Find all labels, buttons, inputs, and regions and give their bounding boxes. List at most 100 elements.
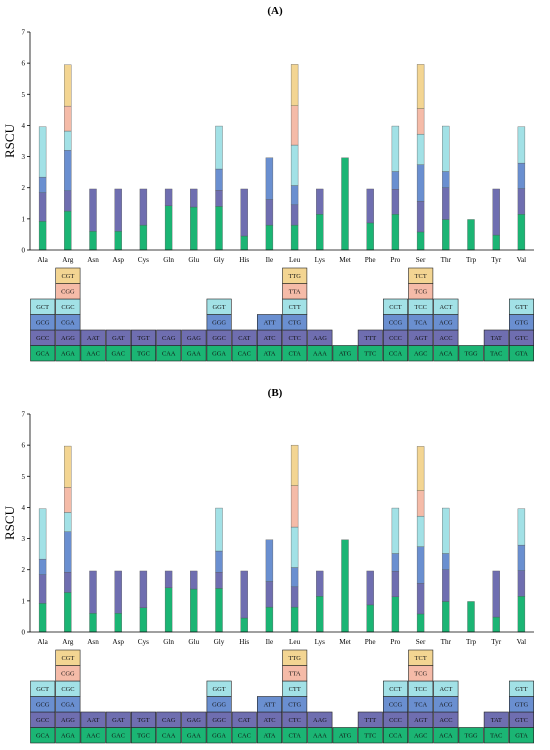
category-label-asp: Asp — [112, 256, 124, 264]
codon-label-caa: CAA — [162, 351, 176, 358]
bar-segment-leu-3 — [290, 567, 299, 588]
codon-label-tca: TCA — [414, 702, 427, 709]
codon-label-gac: GAC — [112, 733, 126, 740]
codon-label-cct: CCT — [389, 686, 402, 693]
bar-segment-thr-4 — [442, 507, 450, 554]
codon-cell — [433, 298, 459, 315]
codon-label-gtc: GTC — [515, 717, 528, 724]
bar-segment-phe-2 — [366, 570, 374, 606]
codon-label-gtt: GTT — [515, 686, 528, 693]
bar-segment-asn-2 — [89, 188, 97, 232]
bar-segment-thr-3 — [442, 171, 450, 188]
bar-segment-ile-3 — [265, 539, 274, 582]
codon-cell — [282, 267, 308, 284]
codon-label-gcc: GCC — [36, 335, 49, 342]
bar-segment-thr-1 — [442, 219, 450, 251]
codon-label-gaa: GAA — [187, 733, 201, 740]
codon-label-aca: ACA — [439, 733, 453, 740]
codon-label-tta: TTA — [289, 289, 301, 296]
codon-cell — [508, 298, 534, 315]
bar-segment-pro-4 — [391, 507, 400, 554]
codon-label-ttt: TTT — [364, 717, 376, 724]
codon-label-agg: AGG — [61, 335, 75, 342]
codon-cell — [80, 711, 106, 728]
bar-segment-phe-1 — [366, 604, 374, 633]
codon-label-ata: ATA — [264, 733, 276, 740]
codon-cell — [357, 711, 383, 728]
codon-label-act: ACT — [440, 304, 453, 311]
chart-panel-a: (A) 0 1 2 3 4 5 6 7 RSCU Ala Arg Asn Asp Cys Gln Glu Gly H… — [2, 5, 534, 362]
bar-segment-glu-2 — [190, 570, 198, 590]
bar-segment-lys-1 — [316, 214, 324, 251]
bar-segment-val-3 — [517, 544, 526, 571]
y-tick-label: 1 — [22, 597, 26, 605]
bar-segment-tyr-2 — [492, 188, 500, 236]
codon-label-tgg: TGG — [465, 733, 479, 740]
codon-label-ctg: CTG — [288, 702, 301, 709]
category-label-tyr: Tyr — [491, 256, 501, 264]
codon-cell — [307, 711, 333, 728]
category-label-trp: Trp — [466, 638, 477, 646]
bar-segment-pro-2 — [391, 571, 400, 597]
bar-segment-ser-6 — [416, 64, 425, 109]
bar-segment-arg-6 — [64, 64, 72, 107]
codon-cell — [458, 727, 484, 744]
category-label-ser: Ser — [416, 638, 426, 646]
codon-label-tac: TAC — [490, 733, 502, 740]
category-label-met: Met — [339, 638, 351, 646]
bar-segment-tyr-2 — [492, 570, 500, 618]
codon-label-gca: GCA — [36, 733, 50, 740]
codon-label-ata: ATA — [264, 351, 276, 358]
category-label-cys: Cys — [138, 256, 149, 264]
codon-label-aac: AAC — [86, 733, 100, 740]
codon-label-acg: ACG — [439, 320, 453, 327]
category-label-met: Met — [339, 256, 351, 264]
bar-segment-ser-2 — [416, 201, 425, 233]
codon-label-cga: CGA — [61, 320, 75, 327]
codon-label-atg: ATG — [339, 351, 352, 358]
bar-segment-gly-1 — [215, 206, 223, 251]
codon-cell — [30, 680, 56, 697]
codon-label-cag: CAG — [162, 335, 176, 342]
bar-segment-ile-2 — [265, 581, 274, 608]
bar-segment-phe-1 — [366, 222, 374, 251]
bar-segment-arg-5 — [64, 487, 72, 513]
bar-segment-ser-5 — [416, 490, 425, 517]
bar-segment-ile-1 — [265, 224, 274, 251]
codon-label-gtg: GTG — [515, 702, 529, 709]
bar-segment-ala-1 — [38, 221, 47, 251]
codon-label-att: ATT — [264, 702, 276, 709]
codon-label-gta: GTA — [515, 351, 528, 358]
bar-segment-ser-6 — [416, 446, 425, 491]
bar-segment-ser-3 — [416, 546, 425, 584]
bar-segment-ala-2 — [38, 574, 47, 604]
codon-cell — [231, 711, 257, 728]
codon-label-cat: CAT — [238, 717, 250, 724]
codon-label-cca: CCA — [389, 351, 403, 358]
y-tick-label: 0 — [22, 629, 26, 637]
category-label-gln: Gln — [163, 638, 174, 646]
codon-cell — [231, 329, 257, 346]
bar-segment-cys-2 — [139, 570, 148, 608]
codon-label-cgc: CGC — [61, 686, 74, 693]
bar-segment-trp-1 — [467, 219, 475, 251]
bar-segment-gly-4 — [215, 125, 223, 170]
category-label-thr: Thr — [441, 256, 452, 264]
category-label-asp: Asp — [112, 638, 124, 646]
codon-cell — [131, 711, 157, 728]
category-label-his: His — [239, 638, 249, 646]
bar-segment-gln-2 — [164, 188, 173, 206]
codon-label-ttg: TTG — [288, 655, 301, 662]
bar-segment-met-1 — [341, 157, 349, 251]
bar-segment-thr-2 — [442, 569, 450, 602]
codon-cell — [332, 345, 358, 362]
bar-segment-arg-2 — [64, 190, 72, 212]
bar-segment-ala-3 — [38, 558, 47, 575]
codon-label-ctt: CTT — [289, 686, 301, 693]
category-label-cys: Cys — [138, 638, 149, 646]
codon-cell — [206, 298, 232, 315]
category-label-ser: Ser — [416, 256, 426, 264]
bar-segment-leu-4 — [290, 144, 299, 186]
bar-segment-his-1 — [240, 617, 248, 633]
bar-segment-glu-2 — [190, 188, 198, 208]
